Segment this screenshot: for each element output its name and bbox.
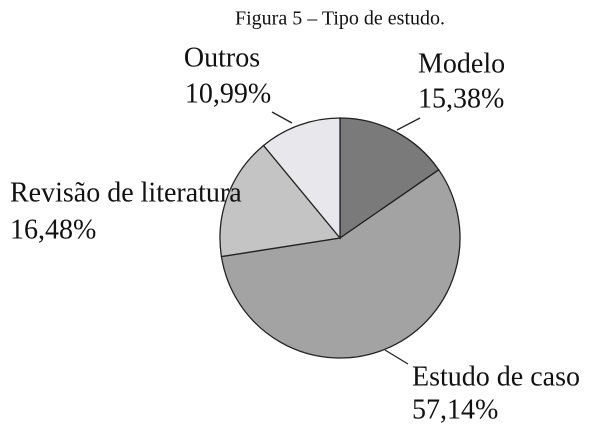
value-label: 57,14% (412, 394, 498, 425)
pie-slice (339, 117, 440, 240)
pie-slice (220, 168, 461, 359)
slice-label: Outros (184, 42, 260, 73)
value-label: 15,38% (418, 83, 504, 114)
chart-title: Figura 5 – Tipo de estudo. (235, 8, 445, 30)
pie-slice (219, 144, 342, 258)
value-label: 10,99% (185, 78, 271, 109)
leader-line (396, 117, 421, 131)
slice-label: Revisão de literatura (10, 177, 242, 208)
slice-label: Modelo (418, 48, 505, 79)
leader-line (384, 349, 409, 365)
slice-label: Estudo de caso (412, 361, 580, 392)
value-label: 16,48% (10, 214, 96, 245)
pie-slice (262, 117, 341, 240)
leader-line (271, 111, 293, 124)
